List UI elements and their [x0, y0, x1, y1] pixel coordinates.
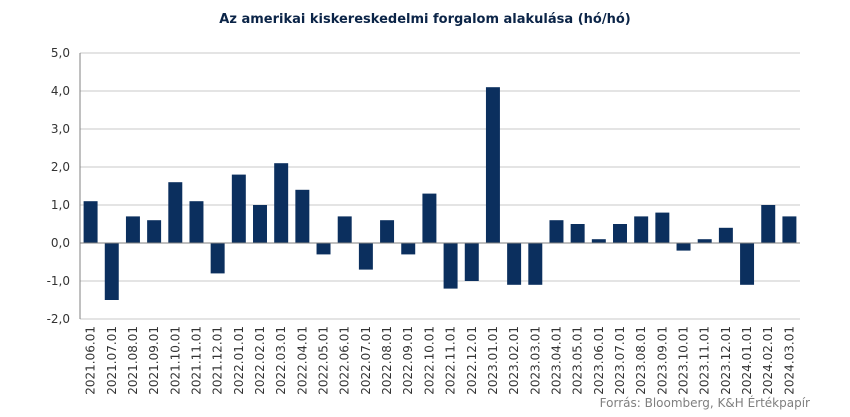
bar — [549, 220, 564, 243]
x-axis-tick-labels: 2021.06.01 2021.07.01 2021.08.01 2021.09.01… — [84, 326, 797, 395]
x-tick-label: 2021.09.01 — [147, 326, 161, 395]
x-tick-label: 2023.03.01 — [528, 326, 542, 395]
gridlines — [80, 52, 800, 320]
bar — [761, 205, 776, 243]
bar — [485, 87, 500, 243]
bar — [613, 224, 627, 243]
x-tick-label: 2023.08.01 — [634, 326, 648, 395]
bar — [655, 212, 670, 243]
source-note: Forrás: Bloomberg, K&H Értékpapír — [599, 396, 810, 410]
bar — [231, 174, 246, 243]
x-tick-label: 2021.07.01 — [105, 326, 119, 395]
x-tick-label: 2021.11.01 — [189, 326, 203, 395]
bar — [718, 227, 733, 243]
bar — [464, 243, 479, 281]
x-tick-label: 2023.11.01 — [698, 326, 712, 395]
y-tick-label: 5,0 — [51, 46, 70, 60]
x-tick-label: 2023.05.01 — [571, 326, 585, 395]
y-tick-label: 1,0 — [51, 198, 70, 212]
bar — [401, 243, 416, 255]
bar — [443, 243, 458, 289]
bar — [337, 216, 352, 243]
bar — [83, 201, 98, 243]
bar — [168, 182, 183, 243]
bar — [316, 243, 331, 255]
x-tick-label: 2023.12.01 — [719, 326, 733, 395]
x-tick-label: 2022.11.01 — [444, 326, 458, 395]
y-tick-label: -2,0 — [47, 312, 70, 326]
x-tick-label: 2023.02.01 — [507, 326, 521, 395]
x-tick-label: 2022.02.01 — [253, 326, 267, 395]
x-tick-label: 2022.07.01 — [359, 326, 373, 395]
x-tick-label: 2023.06.01 — [592, 326, 606, 395]
x-tick-label: 2023.04.01 — [549, 326, 563, 395]
x-tick-label: 2022.08.01 — [380, 326, 394, 395]
x-tick-label: 2022.09.01 — [401, 326, 415, 395]
bar — [697, 239, 712, 243]
x-tick-label: 2022.12.01 — [465, 326, 479, 395]
bar — [358, 243, 373, 270]
x-tick-label: 2023.07.01 — [613, 326, 627, 395]
x-tick-label: 2023.09.01 — [655, 326, 669, 395]
bar — [591, 239, 606, 243]
x-tick-label: 2022.06.01 — [338, 326, 352, 395]
x-tick-label: 2024.02.01 — [761, 326, 775, 395]
x-tick-label: 2021.08.01 — [126, 326, 140, 395]
x-tick-label: 2022.03.01 — [274, 326, 288, 395]
x-tick-label: 2021.06.01 — [84, 326, 98, 395]
y-tick-label: 0,0 — [51, 236, 70, 250]
bar — [570, 224, 585, 243]
x-tick-label: 2021.12.01 — [211, 326, 225, 395]
bar — [676, 243, 691, 251]
y-axis-tick-labels: -2,0 -1,0 0,0 1,0 2,0 3,0 4,0 5,0 — [47, 46, 70, 326]
bar — [210, 243, 225, 274]
y-tick-label: 2,0 — [51, 160, 70, 174]
x-tick-label: 2022.04.01 — [295, 326, 309, 395]
y-tick-label: 4,0 — [51, 84, 70, 98]
x-tick-label: 2023.10.01 — [677, 326, 691, 395]
bar — [125, 216, 140, 243]
bar — [380, 220, 395, 243]
x-tick-label: 2024.01.01 — [740, 326, 754, 395]
bar — [634, 216, 649, 243]
bar — [782, 216, 797, 243]
y-tick-label: 3,0 — [51, 122, 70, 136]
bar — [147, 220, 162, 243]
bar — [253, 205, 267, 243]
bar — [740, 243, 755, 285]
bar — [189, 201, 204, 243]
bar — [422, 193, 437, 243]
bar — [274, 163, 289, 243]
x-tick-label: 2024.03.01 — [782, 326, 796, 395]
bar — [104, 243, 119, 300]
bar — [528, 243, 543, 285]
bars — [83, 87, 797, 300]
y-tick-label: -1,0 — [47, 274, 70, 288]
x-tick-label: 2022.05.01 — [317, 326, 331, 395]
x-tick-label: 2023.01.01 — [486, 326, 500, 395]
x-tick-label: 2022.01.01 — [232, 326, 246, 395]
bar — [295, 189, 310, 243]
x-tick-label: 2021.10.01 — [168, 326, 182, 395]
bar — [507, 243, 522, 285]
chart-title: Az amerikai kiskereskedelmi forgalom ala… — [219, 12, 631, 27]
x-tick-label: 2022.10.01 — [422, 326, 436, 395]
